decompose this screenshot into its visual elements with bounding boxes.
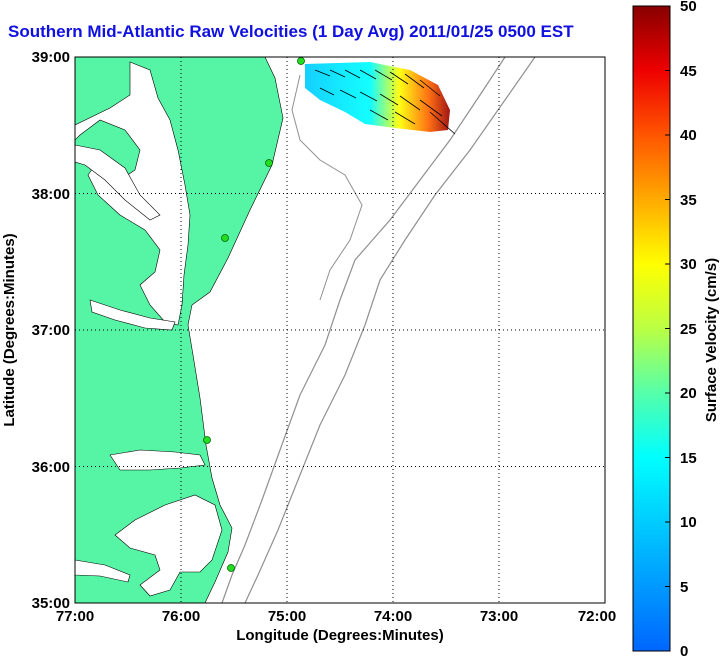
y-tick-label: 35:00 bbox=[32, 595, 70, 612]
x-axis-label: Longitude (Degrees:Minutes) bbox=[236, 627, 444, 644]
x-tick-label: 75:00 bbox=[268, 608, 306, 625]
colorbar-label: Surface Velocity (cm/s) bbox=[703, 258, 720, 422]
colorbar-tick-label: 15 bbox=[680, 450, 697, 467]
x-tick-label: 74:00 bbox=[374, 608, 412, 625]
bathymetry-contour-deep bbox=[244, 57, 536, 603]
velocity-field bbox=[305, 62, 450, 132]
x-tick-label: 76:00 bbox=[162, 608, 200, 625]
bathymetry-contour-shelf bbox=[291, 74, 363, 301]
radar-station-marker bbox=[227, 564, 235, 572]
x-tick-label: 72:00 bbox=[578, 608, 616, 625]
colorbar-tick-label: 35 bbox=[680, 192, 697, 209]
y-tick-label: 39:00 bbox=[32, 49, 70, 66]
bathymetry-contour bbox=[221, 57, 506, 603]
colorbar-tick-label: 45 bbox=[680, 63, 697, 80]
x-tick-label: 77:00 bbox=[56, 608, 94, 625]
plot-title: Southern Mid-Atlantic Raw Velocities (1 … bbox=[8, 22, 574, 41]
x-tick-label: 73:00 bbox=[480, 608, 518, 625]
colorbar-tick-label: 0 bbox=[680, 643, 688, 659]
colorbar-tick-label: 40 bbox=[680, 127, 697, 144]
colorbar-ticks bbox=[665, 5, 670, 587]
colorbar-tick-label: 5 bbox=[680, 579, 688, 596]
pamlico-sound bbox=[114, 494, 223, 597]
radar-station-marker bbox=[203, 436, 211, 444]
radar-station-marker bbox=[221, 234, 229, 242]
grid-lines bbox=[75, 57, 605, 603]
colorbar-tick-label: 25 bbox=[680, 321, 697, 338]
radar-station-marker bbox=[297, 57, 305, 65]
colorbar bbox=[632, 5, 671, 652]
velocity-vectors bbox=[314, 69, 456, 135]
colorbar-tick-label: 30 bbox=[680, 256, 697, 273]
colorbar-tick-label: 20 bbox=[680, 385, 697, 402]
y-tick-label: 38:00 bbox=[32, 186, 70, 203]
y-tick-label: 36:00 bbox=[32, 459, 70, 476]
colorbar-tick-label: 50 bbox=[680, 0, 697, 15]
radar-station-marker bbox=[265, 159, 273, 167]
potomac-river bbox=[75, 144, 161, 221]
plot-frame bbox=[74, 56, 606, 604]
neuse-river bbox=[75, 559, 131, 583]
y-tick-label: 37:00 bbox=[32, 322, 70, 339]
colorbar-tick-label: 10 bbox=[680, 514, 697, 531]
y-axis-label: Latitude (Degrees:Minutes) bbox=[1, 233, 18, 426]
